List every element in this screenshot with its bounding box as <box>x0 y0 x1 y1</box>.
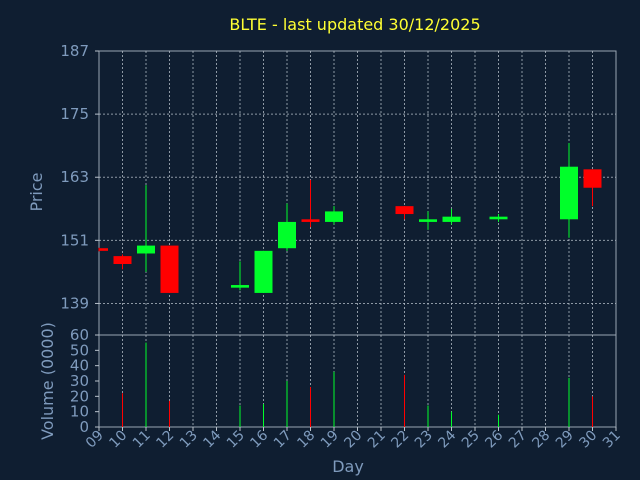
volume-tick-label: 50 <box>70 341 89 359</box>
candle-body <box>113 256 132 264</box>
candle-body <box>395 206 414 215</box>
candle-body <box>231 285 249 288</box>
x-axis-label: Day <box>332 457 364 476</box>
candle-body <box>442 216 461 222</box>
axis-ticks <box>95 50 617 431</box>
candle-body <box>560 166 578 220</box>
candle-body <box>325 211 343 222</box>
candle-body <box>301 219 320 222</box>
candles <box>98 143 602 293</box>
candle-body <box>419 219 437 222</box>
candle-body <box>489 216 508 220</box>
chart-title: BLTE - last updated 30/12/2025 <box>229 15 480 34</box>
candle-body <box>583 169 602 188</box>
candle-body <box>160 245 179 293</box>
volume-axis-label: Volume (0000) <box>38 322 57 440</box>
y-tick-label: 163 <box>60 168 89 186</box>
volume-bars <box>122 342 593 427</box>
candle-body <box>99 248 108 251</box>
y-tick-label: 175 <box>60 105 89 123</box>
volume-tick-label: 40 <box>70 357 89 375</box>
candle-body <box>278 221 296 249</box>
candle-body <box>254 250 273 293</box>
volume-tick-label: 60 <box>70 326 89 344</box>
y-tick-label: 151 <box>60 231 89 249</box>
candle-body <box>137 245 155 254</box>
y-tick-label: 187 <box>60 42 89 60</box>
y-axis-label: Price <box>27 172 46 211</box>
volume-tick-label: 20 <box>70 387 89 405</box>
tick-labels: 09 10 11 12 13 14 15 16 17 18 19 20 21 22 23 24 25 26 27 28… <box>60 42 623 451</box>
y-tick-label: 139 <box>60 294 89 312</box>
volume-tick-label: 30 <box>70 372 89 390</box>
volume-tick-label: 10 <box>70 403 89 421</box>
volume-tick-label: 0 <box>79 418 89 436</box>
